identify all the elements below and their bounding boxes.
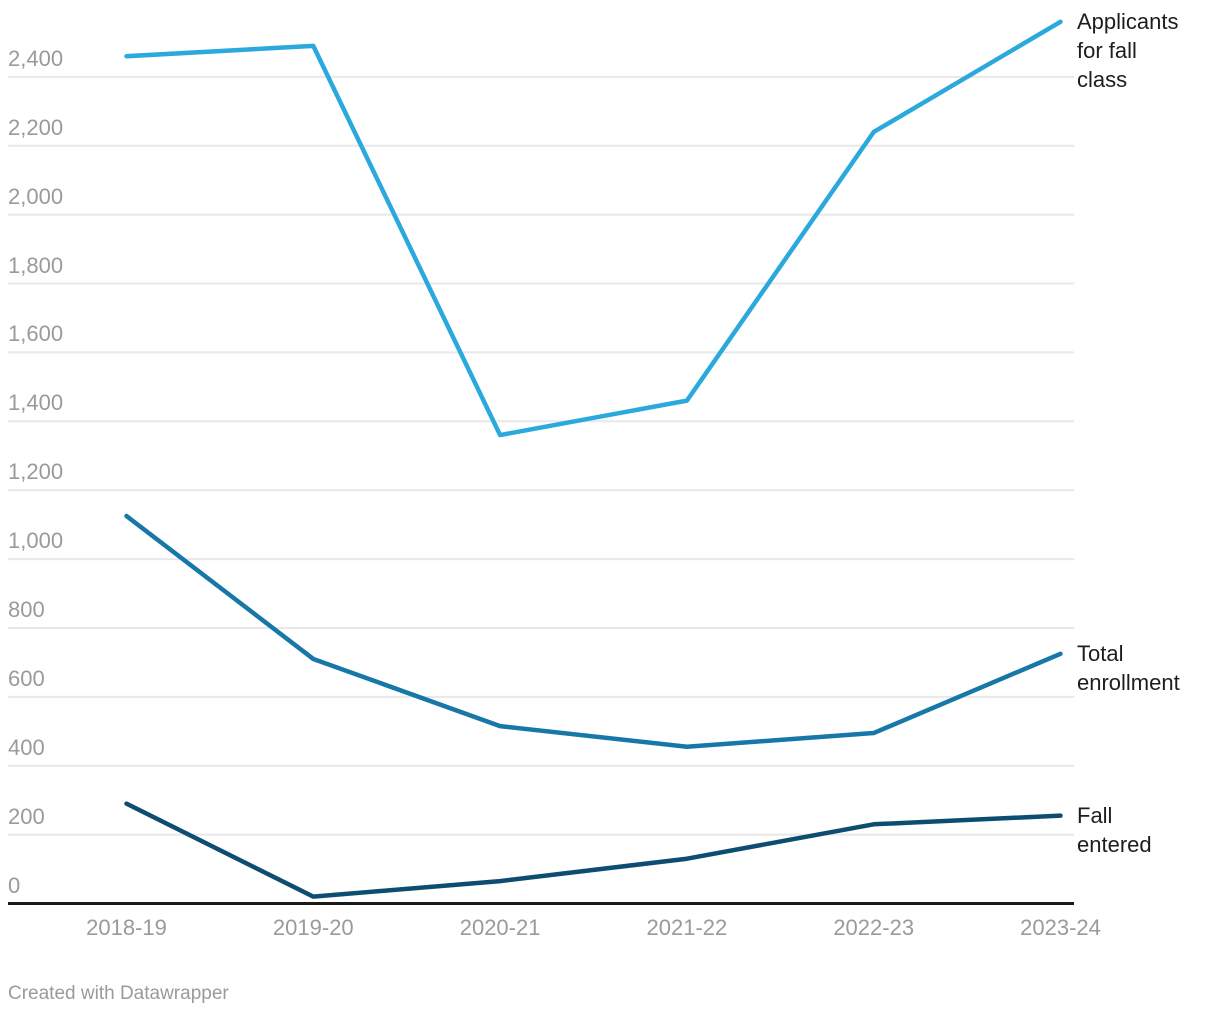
series-label-line: Applicants <box>1077 9 1179 35</box>
y-tick-label: 200 <box>8 803 45 829</box>
series-line-applicants-for-fall-class <box>124 19 1063 438</box>
y-tick-label: 600 <box>8 665 45 691</box>
series-line-fall-entered <box>124 801 1063 899</box>
y-tick-label: 0 <box>8 872 21 898</box>
x-tick-label: 2018-19 <box>86 915 167 940</box>
x-tick-label: 2020-21 <box>459 915 541 940</box>
y-tick-label: 2,400 <box>8 45 64 71</box>
series-label-fall-entered: Fall entered <box>1077 801 1152 859</box>
series-label-line: for fall <box>1077 38 1137 64</box>
y-tick-label: 2,200 <box>8 114 64 140</box>
series-label-line: class <box>1077 67 1128 93</box>
series-label-total-enrollment: Total enrollment <box>1077 639 1180 697</box>
series-label-line: Total <box>1077 641 1124 667</box>
y-tick-label: 1,400 <box>8 390 64 416</box>
x-tick-label: 2019-20 <box>272 915 354 940</box>
x-tick-label: 2023-24 <box>1020 915 1101 940</box>
y-tick-label: 1,800 <box>8 252 64 278</box>
series-line-total-enrollment <box>124 513 1063 750</box>
y-tick-label: 1,600 <box>8 321 64 347</box>
series-label-line: Fall <box>1077 803 1113 829</box>
x-tick-label: 2022-23 <box>833 915 915 940</box>
x-tick-label: 2021-22 <box>646 915 728 940</box>
y-tick-label: 400 <box>8 734 45 760</box>
series-label-line: entered <box>1077 832 1152 858</box>
y-tick-label: 1,200 <box>8 459 64 485</box>
y-tick-label: 1,000 <box>8 528 64 554</box>
y-tick-label: 2,000 <box>8 183 64 209</box>
series-label-applicants-for-fall-class: Applicants for fall class <box>1077 7 1179 94</box>
datawrapper-credit: Created with Datawrapper <box>8 983 229 1004</box>
series-label-line: enrollment <box>1077 670 1180 696</box>
y-tick-label: 800 <box>8 596 45 622</box>
